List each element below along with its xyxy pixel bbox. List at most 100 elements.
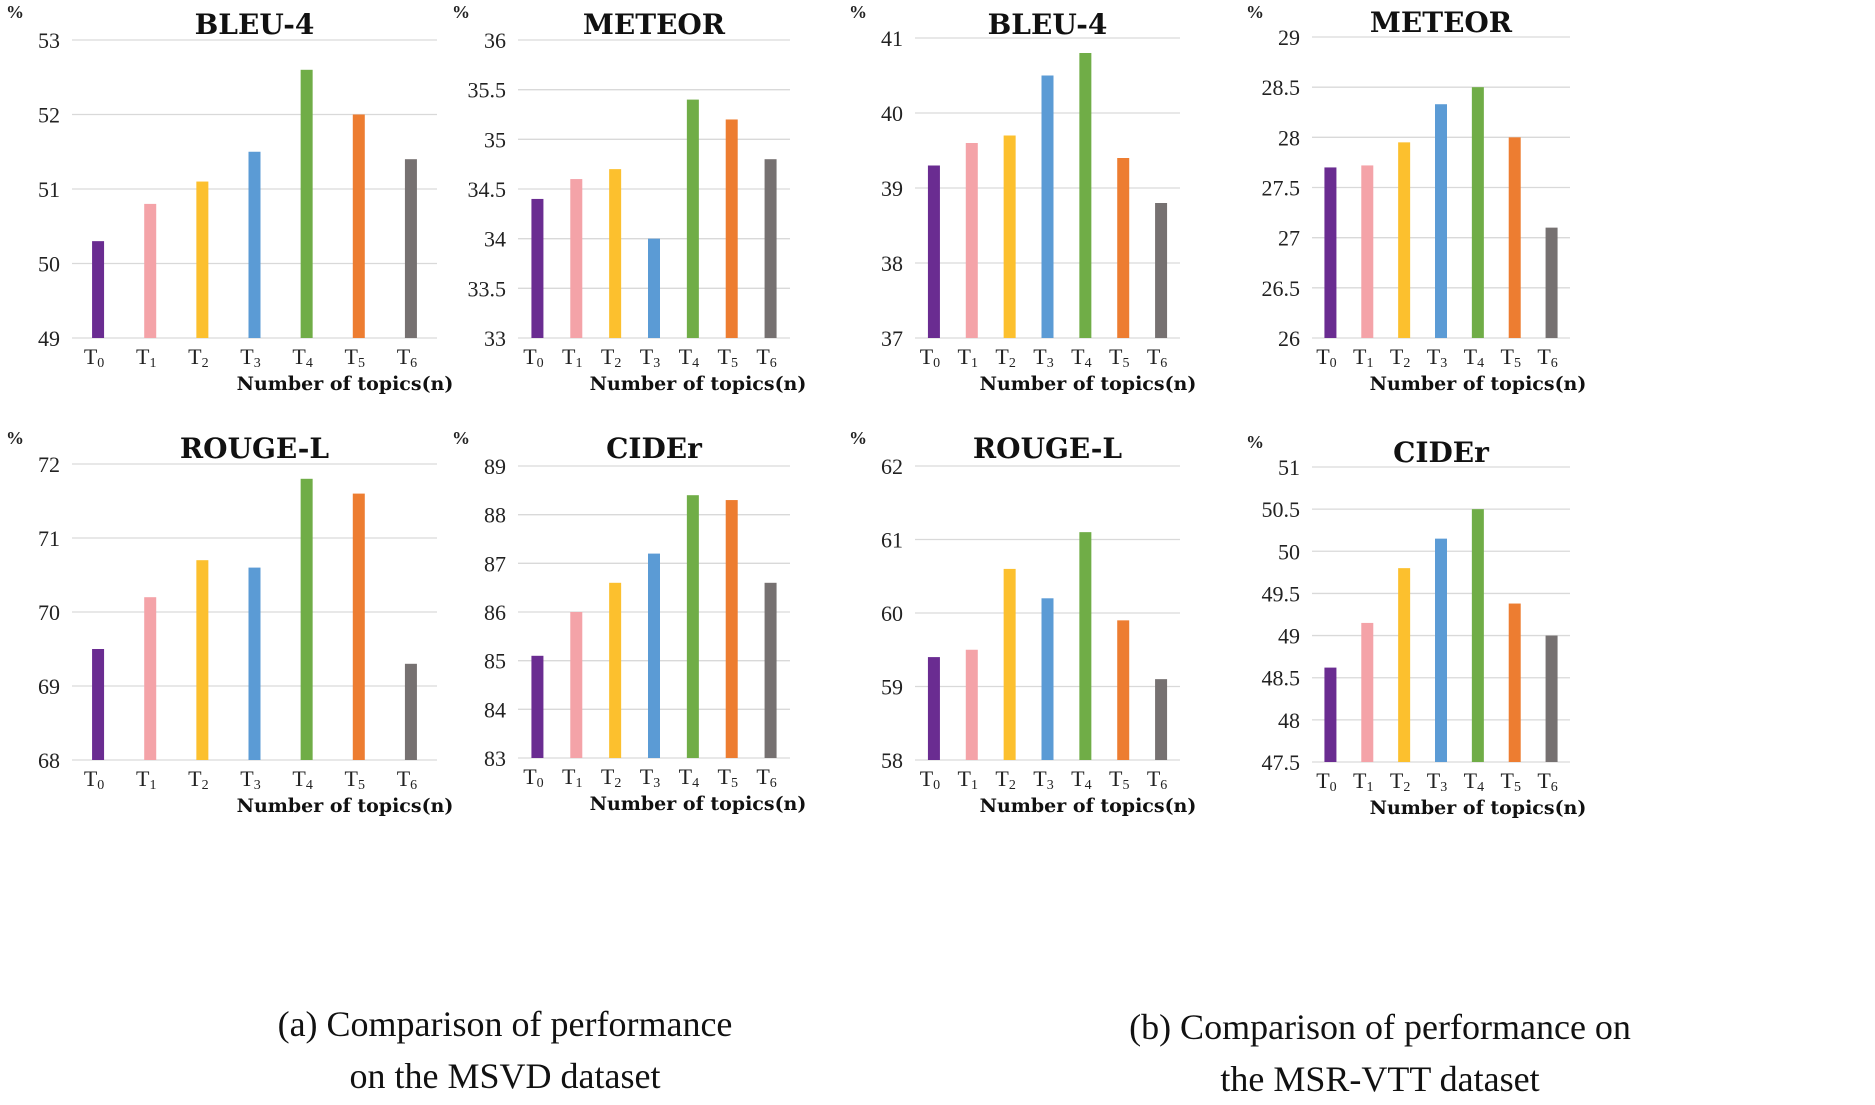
x-tick-label: T1	[958, 766, 978, 793]
chart-title: ROUGE-L	[180, 432, 329, 465]
x-tick-label: T5	[717, 764, 737, 791]
bar-t3	[1435, 538, 1447, 762]
y-tick-label: 49.5	[1262, 581, 1301, 606]
bar-t0	[1324, 667, 1337, 762]
bar-t0	[92, 241, 105, 338]
x-axis-label: Number of topics(n)	[980, 373, 1197, 395]
x-tick-label: T2	[601, 764, 621, 791]
bar-t3	[1041, 598, 1054, 760]
chart-title: BLEU-4	[988, 8, 1108, 41]
caption-msrvtt-line2: the MSR-VTT dataset	[1220, 1059, 1540, 1099]
y-unit-label: %	[452, 2, 470, 22]
x-tick-label: T0	[920, 766, 940, 793]
x-tick-label: T4	[679, 764, 699, 791]
bar-t2	[1398, 568, 1411, 762]
x-axis-label: Number of topics(n)	[1370, 373, 1587, 395]
bar-t4	[686, 495, 699, 758]
bar-t6	[764, 582, 777, 758]
x-tick-label: T0	[523, 764, 543, 791]
y-tick-label: 26.5	[1262, 276, 1301, 301]
y-tick-label: 86	[484, 600, 506, 625]
x-tick-label: T5	[717, 344, 737, 371]
y-tick-label: 49	[1278, 624, 1300, 649]
caption-msrvtt-line1: (b) Comparison of performance on	[1129, 1007, 1631, 1047]
x-tick-label: T5	[345, 344, 365, 371]
y-tick-label: 70	[38, 600, 60, 625]
bar-t6	[404, 663, 417, 760]
bar-t5	[352, 114, 365, 338]
bar-t6	[404, 159, 417, 338]
y-tick-label: 51	[1278, 455, 1300, 480]
bar-t1	[965, 143, 978, 338]
x-tick-label: T2	[1390, 768, 1410, 795]
y-tick-label: 47.5	[1262, 750, 1301, 775]
y-tick-label: 35.5	[468, 78, 507, 103]
x-axis-label: Number of topics(n)	[237, 795, 454, 817]
bar-t4	[1471, 87, 1484, 339]
bar-t5	[1117, 158, 1130, 338]
bar-t3	[1435, 104, 1447, 339]
caption-msvd: (a) Comparison of performance on the MSV…	[125, 998, 885, 1102]
chart-msrvtt-cider: CIDEr% 47.5 48 48.5 49 49.5 50 50.5 51 T0 T1 T2 T3 T4…	[1246, 432, 1586, 819]
y-tick-label: 50	[38, 252, 60, 277]
chart-title: ROUGE-L	[973, 432, 1122, 465]
bar-t3	[248, 151, 261, 338]
bar-t1	[144, 597, 157, 760]
y-tick-label: 49	[38, 326, 60, 351]
caption-msrvtt: (b) Comparison of performance on the MSR…	[1000, 1001, 1760, 1105]
x-tick-label: T0	[920, 344, 940, 371]
bar-t6	[1155, 679, 1168, 760]
y-unit-label: %	[849, 428, 867, 448]
x-tick-label: T4	[1464, 768, 1484, 795]
y-tick-label: 38	[881, 251, 903, 276]
x-tick-label: T2	[188, 766, 208, 793]
y-tick-label: 72	[38, 452, 60, 477]
x-tick-label: T4	[292, 344, 312, 371]
bar-t4	[1471, 509, 1484, 762]
caption-msvd-line1: (a) Comparison of performance	[277, 1004, 733, 1044]
x-tick-label: T1	[958, 344, 978, 371]
x-tick-label: T6	[1147, 344, 1167, 371]
y-tick-label: 85	[484, 649, 506, 674]
chart-msvd-meteor: METEOR% 33 33.5 34 34.5 35 35.5 36 T0 T1 T2 T3 T4 T5 T…	[452, 2, 806, 395]
bar-t1	[570, 612, 583, 758]
x-axis-label: Number of topics(n)	[590, 373, 807, 395]
x-tick-label: T3	[1033, 766, 1053, 793]
y-tick-label: 27.5	[1262, 176, 1301, 201]
x-tick-label: T0	[84, 766, 104, 793]
x-tick-label: T6	[756, 344, 776, 371]
x-tick-label: T6	[1147, 766, 1167, 793]
x-tick-label: T4	[1464, 344, 1484, 371]
y-tick-label: 69	[38, 674, 60, 699]
bar-t1	[570, 179, 583, 338]
y-tick-label: 51	[38, 177, 60, 202]
x-tick-label: T1	[562, 344, 582, 371]
y-tick-label: 58	[881, 748, 903, 773]
x-tick-label: T6	[397, 766, 417, 793]
y-tick-label: 36	[484, 28, 506, 53]
bar-t4	[1079, 532, 1092, 760]
caption-msvd-line2: on the MSVD dataset	[349, 1056, 661, 1096]
chart-msvd-cider: CIDEr% 83 84 85 86 87 88 89 T0 T1 T2 T3 T4 T5 T6Number…	[452, 428, 806, 815]
y-tick-label: 71	[38, 526, 60, 551]
bar-t6	[1155, 203, 1168, 338]
chart-title: CIDEr	[606, 432, 703, 465]
x-tick-label: T0	[1316, 344, 1336, 371]
bar-t2	[196, 560, 209, 760]
bar-t2	[609, 169, 622, 338]
y-tick-label: 60	[881, 601, 903, 626]
bar-t3	[248, 567, 261, 760]
y-tick-label: 48.5	[1262, 666, 1301, 691]
y-unit-label: %	[849, 2, 867, 22]
x-tick-label: T3	[640, 344, 660, 371]
bar-t3	[648, 238, 660, 338]
bar-t5	[1508, 137, 1521, 338]
bar-t0	[92, 649, 105, 760]
y-tick-label: 41	[881, 26, 903, 51]
bar-t4	[1079, 53, 1092, 338]
x-tick-label: T6	[756, 764, 776, 791]
bar-t6	[1545, 635, 1558, 762]
chart-title: CIDEr	[1393, 436, 1490, 469]
y-unit-label: %	[1246, 432, 1264, 452]
